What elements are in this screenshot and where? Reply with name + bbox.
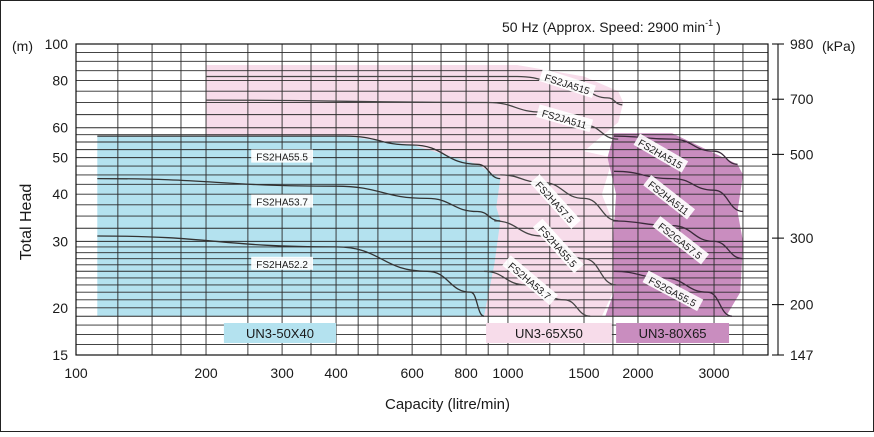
curve-label: FS2HA55.5 [256,153,308,164]
right-tick-label: 147 [790,347,814,363]
curve-label-bg [536,104,594,133]
curve-label-bg [251,149,313,163]
right-tick-label: 500 [790,146,814,162]
x-tick-label: 600 [400,365,424,381]
y-tick-label: 100 [45,36,69,52]
x-tick-label: 800 [454,365,478,381]
curve-label: FS2HA52.2 [256,260,308,271]
legend-box-un3-65x50 [486,323,612,343]
curve-label-bg [642,270,704,312]
curve-fs2ha53.7 [97,177,501,222]
curve-label-group: FS2HA53.7 [251,194,313,209]
curve-label-bg [532,218,584,274]
x-tick-label: 1500 [568,365,599,381]
x-axis-label: Capacity (litre/min) [385,396,510,413]
curve-label-bg [643,174,696,220]
curve-label-group: FS2HA52.2 [251,256,313,271]
y-tick-label: 40 [52,186,68,202]
y-tick-label: 60 [52,120,68,136]
y-tick-label: 50 [52,150,68,166]
curve-label-bg [529,174,581,229]
legend-label: UN3-65X50 [515,326,583,341]
legend-box-un3-50x40 [223,323,337,343]
y-tick-label: 30 [52,233,68,249]
curve-label: FS2HA53.7 [256,198,308,209]
y-tick-label: 80 [52,73,68,89]
legend: UN3-50X40 UN3-65X50 UN3-80X65 [223,323,730,343]
y-tick-label: 20 [52,300,68,316]
curve-fs2ha511 [613,170,744,213]
curve-fs2ha55.5 [97,135,501,180]
plot-border [75,43,769,356]
right-tick-label: 200 [790,297,814,313]
right-tick-label: 300 [790,230,814,246]
curve-label-bg [652,216,710,265]
curve-fs2ga57.5 [612,220,744,260]
chart-title: 50 Hz (Approx. Speed: 2900 min-1) [502,18,721,35]
x-tick-label: 1000 [492,365,523,381]
curve-fs2ga55.5 [613,270,733,317]
curve-fs2ha57.5 [500,174,619,222]
x-tick-label: 200 [194,365,218,381]
x-tick-label: 400 [324,365,348,381]
right-tick-label: 700 [790,91,814,107]
region-un3-80x65 [605,133,743,317]
legend-box-un3-80x65 [616,323,730,343]
curve-label-group: FS2HA55.5 [251,149,313,164]
legend-label: UN3-80X65 [639,326,707,341]
legend-label: UN3-50X40 [246,326,314,341]
x-tick-label: 300 [270,365,294,381]
curve-label-bg [251,194,313,208]
y-axis-label: Total Head [18,184,35,261]
x-tick-label: 100 [64,365,88,381]
curve-label-bg [633,133,689,173]
y-unit-left: (m) [12,38,33,54]
right-tick-label: 980 [790,36,814,52]
y-tick-label: 15 [52,347,68,363]
x-tick-label: 2000 [622,365,653,381]
axes: 100 200 300 400 600 800 1000 1500 2000 3000 15 20 30… [45,36,814,381]
y-unit-right: (kPa) [822,38,855,54]
curve-fs2ha52.2 [97,235,485,317]
curve-label-bg [251,256,313,270]
x-tick-label: 3000 [698,365,729,381]
curve-label-bg [502,255,559,306]
curve-label-bg [539,68,596,99]
